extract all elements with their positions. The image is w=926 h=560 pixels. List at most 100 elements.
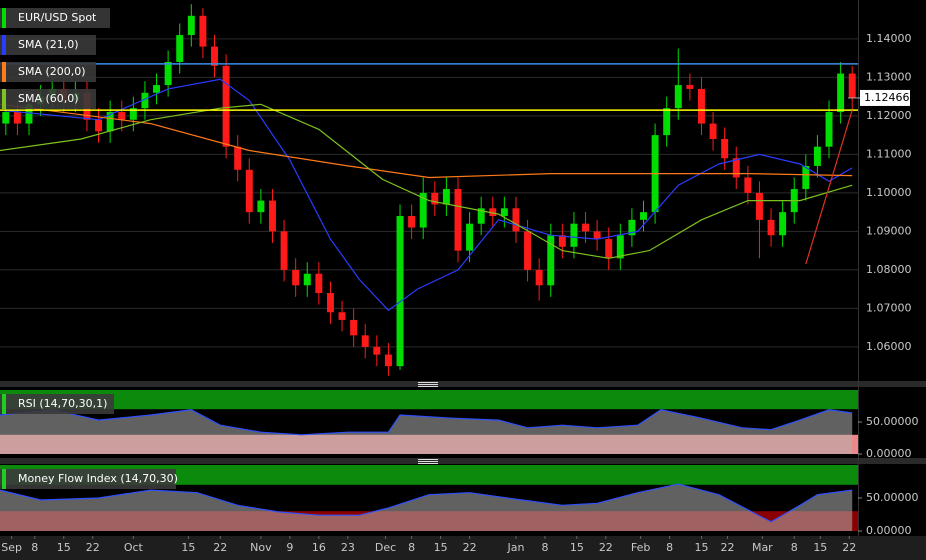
legend-swatch <box>2 89 6 109</box>
candle-body <box>373 346 381 355</box>
candle-body <box>466 223 474 251</box>
candle-body <box>234 146 242 170</box>
x-tick-label: 15 <box>813 541 827 554</box>
y-tick-label: 1.06000 <box>866 340 912 353</box>
candle-body <box>640 212 647 220</box>
legend-label: SMA (200,0) <box>18 65 86 78</box>
candle-body <box>721 138 729 159</box>
panel-divider[interactable] <box>0 458 926 464</box>
y-tick-label: 1.14000 <box>866 32 912 45</box>
candle-body <box>837 73 845 113</box>
candle-body <box>697 88 705 124</box>
indicator-area <box>0 484 853 531</box>
candle-body <box>245 169 253 213</box>
candle-body <box>129 108 137 120</box>
band <box>0 465 858 485</box>
panel-divider[interactable] <box>0 381 926 387</box>
x-tick-label: 8 <box>541 541 548 554</box>
legend-box <box>0 8 110 28</box>
x-tick-label: 9 <box>286 541 293 554</box>
legend-label: EUR/USD Spot <box>18 11 97 24</box>
candle-body <box>547 235 555 286</box>
candle-body <box>477 208 485 224</box>
legend-box <box>0 35 96 55</box>
candle-body <box>361 335 369 347</box>
candle-body <box>593 231 601 240</box>
candle-body <box>2 112 10 124</box>
x-tick-label: 22 <box>213 541 227 554</box>
candle-body <box>408 215 416 228</box>
candle-body <box>419 192 427 228</box>
candle-body <box>118 112 126 120</box>
candle-body <box>848 73 856 98</box>
x-axis-strip <box>0 536 926 560</box>
last-price-box <box>860 89 910 106</box>
x-tick-label: 15 <box>181 541 195 554</box>
x-tick-label: Oct <box>124 541 144 554</box>
candle-body <box>141 92 149 109</box>
sma-line <box>0 103 853 259</box>
y-tick-label: 1.12000 <box>866 109 912 122</box>
candle-body <box>582 223 590 232</box>
x-tick-label: 22 <box>842 541 856 554</box>
band <box>0 390 858 410</box>
x-tick-label: 15 <box>694 541 708 554</box>
sma-line <box>0 103 853 179</box>
legend-swatch <box>2 394 6 414</box>
y-tick-label: 50.00000 <box>866 415 919 428</box>
candle-body <box>303 273 311 286</box>
candle-body <box>164 61 172 86</box>
candle-body <box>431 192 439 205</box>
candle-body <box>326 292 334 313</box>
candle-body <box>512 208 520 232</box>
candle-body <box>13 112 21 124</box>
y-tick-label: 1.13000 <box>866 70 912 83</box>
x-tick-label: 15 <box>570 541 584 554</box>
candle-body <box>338 312 346 320</box>
x-tick-label: 8 <box>408 541 415 554</box>
x-tick-label: 22 <box>463 541 477 554</box>
candle-body <box>384 354 392 367</box>
legend-label: Money Flow Index (14,70,30) <box>18 472 178 485</box>
candle-body <box>454 189 462 251</box>
candle-body <box>268 200 276 232</box>
legend-swatch <box>2 62 6 82</box>
x-tick-label: 15 <box>434 541 448 554</box>
candle-body <box>616 235 624 259</box>
x-tick-label: 22 <box>86 541 100 554</box>
x-tick-label: 8 <box>31 541 38 554</box>
legend-swatch <box>2 8 6 28</box>
y-tick-label: 1.09000 <box>866 224 912 237</box>
candle-body <box>25 104 33 124</box>
legend-box <box>0 89 96 109</box>
legend-box <box>0 62 96 82</box>
last-price-label: 1.12466 <box>864 91 910 104</box>
candle-body <box>755 192 763 220</box>
x-tick-label: 8 <box>666 541 673 554</box>
candle-body <box>524 231 532 270</box>
candle-body <box>709 123 717 139</box>
candle-body <box>396 215 404 367</box>
candle-body <box>674 85 682 109</box>
indicator-line <box>0 483 853 523</box>
candle-body <box>153 85 161 93</box>
candle-body <box>535 269 543 286</box>
candle-body <box>825 112 833 147</box>
legend-swatch <box>2 469 6 489</box>
candle-body <box>779 212 787 236</box>
indicator-line <box>0 409 853 436</box>
candle-body <box>663 108 671 136</box>
y-tick-label: 0.00000 <box>866 524 912 537</box>
y-tick-label: 50.00000 <box>866 491 919 504</box>
trend-line <box>805 109 853 265</box>
candle-body <box>744 177 752 193</box>
x-tick-label: Sep <box>1 541 22 554</box>
divider-handle[interactable] <box>418 382 438 464</box>
x-tick-label: 8 <box>791 541 798 554</box>
y-tick-label: 1.07000 <box>866 301 912 314</box>
candle-body <box>187 15 195 36</box>
candle-body <box>257 200 265 213</box>
candle-body <box>176 35 184 62</box>
candle-body <box>292 269 300 286</box>
